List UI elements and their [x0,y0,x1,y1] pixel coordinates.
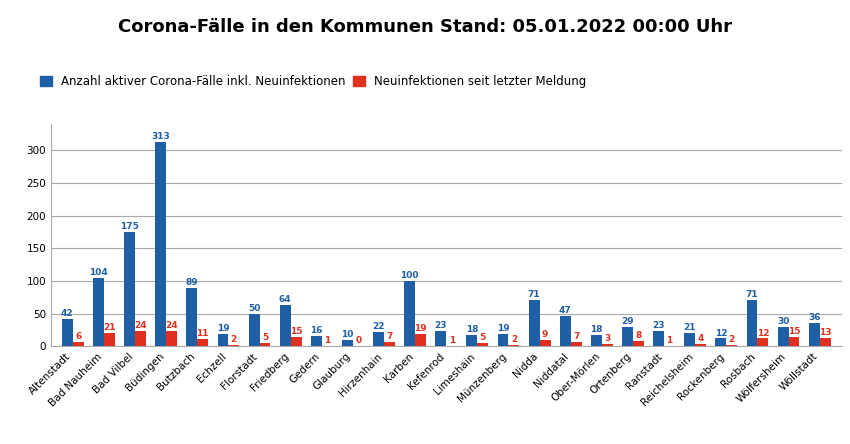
Legend: Anzahl aktiver Corona-Fälle inkl. Neuinfektionen, Neuinfektionen seit letzter Me: Anzahl aktiver Corona-Fälle inkl. Neuinf… [40,75,586,88]
Bar [384,342,395,346]
Text: 23: 23 [653,321,665,330]
Text: 7: 7 [573,332,580,341]
Text: 15: 15 [290,326,303,336]
Text: 89: 89 [185,278,198,287]
Bar [311,336,322,346]
Bar [166,331,177,346]
Text: 11: 11 [196,329,209,338]
Bar [809,323,819,346]
Text: 104: 104 [89,269,108,278]
Text: 64: 64 [279,294,292,304]
Bar [591,335,602,346]
Bar [291,337,302,346]
Text: 6: 6 [75,333,82,341]
Text: 0: 0 [355,337,361,345]
Bar [727,345,737,346]
Bar [497,334,508,346]
Text: 15: 15 [788,326,801,336]
Text: 21: 21 [683,323,696,332]
Bar [529,300,540,346]
Text: 100: 100 [400,271,419,280]
Bar [135,331,146,346]
Text: 12: 12 [715,329,727,337]
Bar [93,278,104,346]
Text: 71: 71 [745,290,758,299]
Text: 5: 5 [262,333,268,342]
Text: 19: 19 [496,324,509,333]
Bar [789,337,800,346]
Text: 23: 23 [434,321,447,330]
Text: 2: 2 [230,335,237,344]
Text: 313: 313 [151,132,170,141]
Bar [560,316,570,346]
Text: 5: 5 [479,333,486,342]
Text: 10: 10 [341,330,354,339]
Bar [540,341,551,346]
Text: Corona-Fälle in den Kommunen Stand: 05.01.2022 00:00 Uhr: Corona-Fälle in den Kommunen Stand: 05.0… [118,18,732,36]
Bar [259,343,270,346]
Bar [570,342,581,346]
Bar [156,142,166,346]
Text: 50: 50 [248,304,260,313]
Text: 42: 42 [61,309,74,318]
Text: 13: 13 [819,328,831,337]
Text: 1: 1 [449,336,455,345]
Bar [197,339,208,346]
Text: 18: 18 [466,325,479,333]
Bar [218,334,229,346]
Text: 21: 21 [103,323,116,332]
Bar [778,327,789,346]
Bar [746,300,757,346]
Text: 1: 1 [324,336,331,345]
Text: 30: 30 [777,317,790,326]
Text: 18: 18 [590,325,603,333]
Text: 19: 19 [414,324,427,333]
Bar [248,313,259,346]
Bar [373,332,384,346]
Text: 7: 7 [386,332,393,341]
Bar [124,232,135,346]
Text: 175: 175 [120,222,139,231]
Bar [62,319,73,346]
Text: 47: 47 [559,305,572,315]
Text: 8: 8 [635,331,642,340]
Text: 1: 1 [666,336,672,345]
Bar [478,343,488,346]
Bar [104,333,115,346]
Text: 16: 16 [310,326,322,335]
Bar [467,335,478,346]
Text: 4: 4 [698,334,704,343]
Bar [405,281,415,346]
Text: 19: 19 [217,324,230,333]
Text: 24: 24 [165,321,178,329]
Bar [508,345,519,346]
Bar [73,342,83,346]
Text: 71: 71 [528,290,541,299]
Bar [229,345,240,346]
Text: 24: 24 [134,321,147,329]
Bar [716,338,727,346]
Bar [757,338,768,346]
Text: 2: 2 [511,335,517,344]
Text: 36: 36 [808,313,820,322]
Bar [633,341,644,346]
Bar [653,331,664,346]
Bar [622,327,633,346]
Text: 2: 2 [728,335,735,344]
Bar [602,345,613,346]
Text: 29: 29 [621,317,634,326]
Text: 12: 12 [756,329,769,337]
Text: 9: 9 [542,330,548,340]
Bar [342,340,353,346]
Bar [280,305,291,346]
Bar [695,344,706,346]
Text: 3: 3 [604,334,610,343]
Bar [684,333,695,346]
Bar [819,338,830,346]
Bar [415,334,426,346]
Bar [186,288,197,346]
Text: 22: 22 [372,322,385,331]
Bar [435,331,446,346]
